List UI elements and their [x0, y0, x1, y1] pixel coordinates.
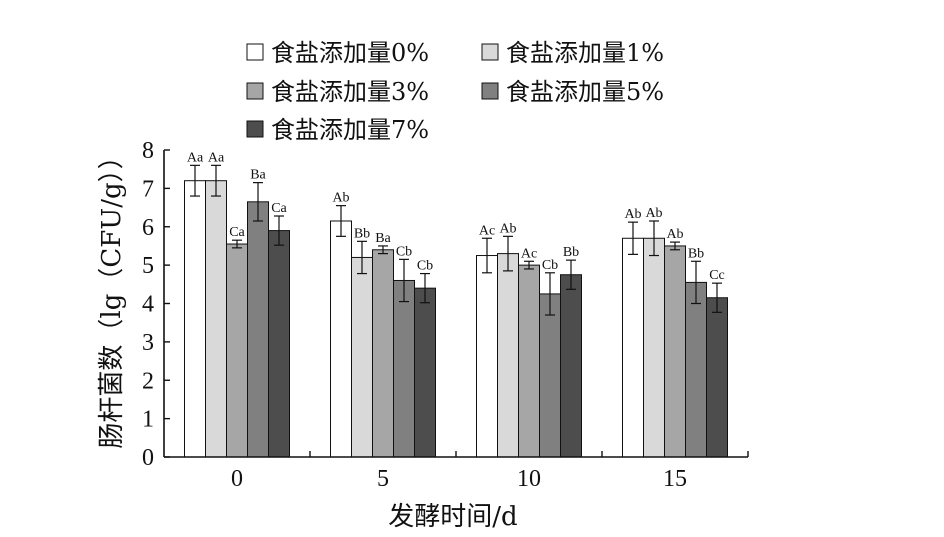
- plot-area: Aa Aa Ca Ba Ca Ab Bb Ba Cb Cb Ac Ab Ac Cb Bb Ab Ab Ab Bb Cc: [184, 150, 728, 458]
- data-label: Cb: [417, 259, 433, 274]
- y-tick-label: 8: [142, 138, 154, 164]
- legend-swatch: [481, 82, 499, 100]
- bar: [330, 220, 352, 458]
- data-label: Bb: [354, 226, 370, 241]
- bar: [414, 287, 436, 458]
- data-label: Ba: [250, 168, 266, 183]
- bar: [497, 253, 519, 458]
- data-label: Cc: [709, 268, 725, 283]
- bar: [226, 243, 248, 458]
- x-tick-label: 5: [377, 466, 389, 492]
- legend-item: 食盐添加量7%: [246, 116, 429, 144]
- legend-label: 食盐添加量7%: [271, 116, 429, 144]
- bar: [351, 256, 373, 458]
- bar: [205, 180, 227, 458]
- y-axis-title: 肠杆菌数（lg（CFU/g））: [97, 143, 127, 448]
- legend-label: 食盐添加量5%: [506, 78, 664, 106]
- y-tick-label: 1: [142, 407, 154, 433]
- data-label: Bb: [563, 245, 579, 260]
- bar: [247, 201, 269, 458]
- bar: [476, 255, 498, 458]
- x-axis: 0 5 10 15: [164, 451, 749, 492]
- x-tick-label: 10: [517, 466, 541, 492]
- data-label: Ba: [375, 231, 391, 246]
- legend-label: 食盐添加量3%: [271, 78, 429, 106]
- legend-item: 食盐添加量5%: [481, 78, 664, 106]
- bar: [518, 264, 540, 458]
- data-label: Cb: [542, 258, 558, 273]
- y-tick-label: 3: [142, 330, 154, 356]
- y-tick-label: 4: [142, 292, 154, 318]
- x-tick-label: 0: [231, 466, 243, 492]
- x-tick-label: 15: [663, 466, 687, 492]
- data-label: Ca: [271, 201, 287, 216]
- data-label: Ab: [666, 227, 683, 242]
- y-tick-label: 7: [142, 176, 154, 202]
- bar: [560, 274, 582, 458]
- bar: [685, 281, 707, 458]
- legend-swatch: [246, 43, 264, 61]
- y-tick-label: 0: [142, 445, 154, 471]
- y-tick-label: 5: [142, 253, 154, 279]
- legend-label: 食盐添加量1%: [506, 39, 664, 67]
- data-label: Bb: [688, 246, 704, 261]
- legend-item: 食盐添加量1%: [481, 39, 664, 67]
- data-label: Aa: [187, 150, 204, 165]
- bar: [539, 293, 561, 458]
- data-label: Ca: [229, 225, 245, 240]
- data-label: Ab: [645, 206, 662, 221]
- bar: [184, 180, 206, 458]
- bar: [664, 245, 686, 458]
- bar: [643, 237, 665, 458]
- legend-item: 食盐添加量3%: [246, 78, 429, 106]
- y-axis: 0 1 2 3 4 5 6 7 8: [142, 138, 170, 471]
- legend-swatch: [481, 43, 499, 61]
- data-label: Ab: [624, 207, 641, 222]
- bar: [706, 297, 728, 458]
- data-label: Ab: [332, 191, 349, 206]
- legend-swatch: [246, 82, 264, 100]
- legend-item: 食盐添加量0%: [246, 39, 429, 67]
- x-axis-title: 发酵时间/d: [388, 502, 517, 532]
- y-tick-label: 6: [142, 215, 154, 241]
- bar: [372, 249, 394, 458]
- legend-swatch: [246, 120, 264, 138]
- bar: [393, 279, 415, 458]
- y-tick-label: 2: [142, 368, 154, 394]
- bar: [268, 230, 290, 458]
- bar: [622, 237, 644, 458]
- data-label: Cb: [396, 244, 412, 259]
- data-label: Ac: [521, 246, 537, 261]
- data-label: Ab: [499, 221, 516, 236]
- data-label: Ac: [479, 223, 495, 238]
- legend: 食盐添加量0% 食盐添加量1% 食盐添加量3% 食盐添加量5% 食盐添加量7%: [246, 39, 664, 144]
- legend-label: 食盐添加量0%: [271, 39, 429, 67]
- data-label: Aa: [208, 150, 225, 165]
